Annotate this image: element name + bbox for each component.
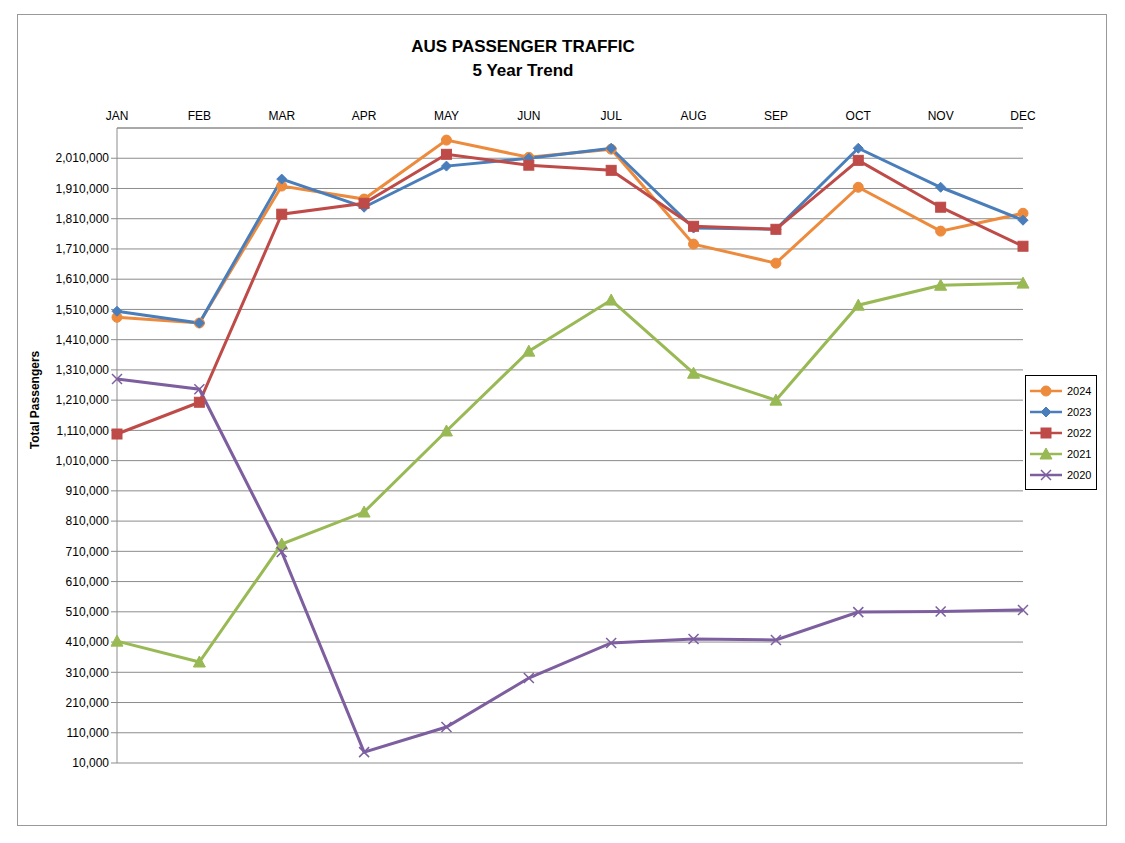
svg-text:JUN: JUN	[517, 109, 540, 123]
html-text:2023: 2023	[1067, 405, 1092, 418]
html-text:5 Year Trend: 5 Year Trend	[472, 61, 574, 80]
svg-text:1,210,000: 1,210,000	[56, 393, 110, 407]
svg-text:1,710,000: 1,710,000	[56, 242, 110, 256]
svg-text:1,410,000: 1,410,000	[56, 333, 110, 347]
svg-text:JAN: JAN	[106, 109, 129, 123]
svg-text:210,000: 210,000	[66, 696, 110, 710]
svg-text:710,000: 710,000	[66, 545, 110, 559]
html-text:2022: 2022	[1067, 426, 1092, 439]
svg-text:DEC: DEC	[1010, 109, 1036, 123]
svg-text:AUG: AUG	[681, 109, 707, 123]
svg-text:1,310,000: 1,310,000	[56, 363, 110, 377]
svg-text:310,000: 310,000	[66, 666, 110, 680]
html-text:Total Passengers: Total Passengers	[28, 350, 42, 450]
svg-text:810,000: 810,000	[66, 514, 110, 528]
svg-text:NOV: NOV	[928, 109, 954, 123]
svg-text:1,110,000: 1,110,000	[57, 424, 110, 438]
svg-text:FEB: FEB	[188, 109, 211, 123]
svg-text:10,000: 10,000	[72, 756, 109, 770]
svg-text:510,000: 510,000	[66, 605, 110, 619]
svg-text:910,000: 910,000	[66, 484, 110, 498]
html-text:AUS PASSENGER TRAFFIC: AUS PASSENGER TRAFFIC	[411, 37, 635, 56]
svg-text:610,000: 610,000	[66, 575, 110, 589]
svg-text:JUL: JUL	[601, 109, 623, 123]
svg-text:MAY: MAY	[434, 109, 459, 123]
svg-text:OCT: OCT	[846, 109, 872, 123]
html-text:2024: 2024	[1067, 384, 1092, 397]
svg-text:SEP: SEP	[764, 109, 788, 123]
svg-text:APR: APR	[352, 109, 377, 123]
svg-text:110,000: 110,000	[67, 726, 110, 740]
svg-text:MAR: MAR	[268, 109, 295, 123]
svg-text:2,010,000: 2,010,000	[56, 151, 110, 165]
svg-text:1,910,000: 1,910,000	[56, 182, 110, 196]
svg-text:1,010,000: 1,010,000	[56, 454, 110, 468]
svg-text:410,000: 410,000	[66, 635, 110, 649]
html-text:2021: 2021	[1067, 447, 1092, 460]
html-text:2020: 2020	[1067, 468, 1092, 481]
svg-text:1,510,000: 1,510,000	[56, 303, 110, 317]
svg-text:1,810,000: 1,810,000	[56, 212, 110, 226]
svg-text:1,610,000: 1,610,000	[56, 272, 110, 286]
